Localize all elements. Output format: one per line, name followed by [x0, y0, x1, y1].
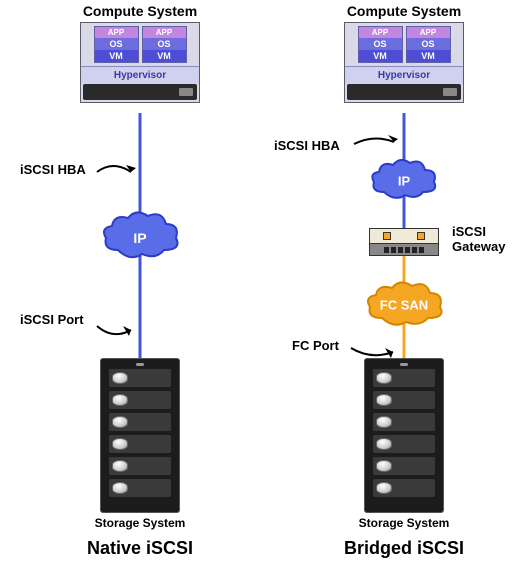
- native-title: Native iSCSI: [10, 538, 270, 559]
- hypervisor-label: Hypervisor: [345, 66, 463, 84]
- bridged-title: Bridged iSCSI: [274, 538, 530, 559]
- server-icon: [347, 84, 461, 100]
- fc-san-cloud: FC SAN: [362, 280, 446, 330]
- vm-stack: APP OS VM: [94, 26, 139, 63]
- compute-title: Compute System: [274, 3, 530, 19]
- vm-stack: APP OS VM: [406, 26, 451, 63]
- ip-cloud-label: IP: [398, 173, 410, 188]
- storage-title: Storage System: [10, 516, 270, 530]
- ip-cloud-label: IP: [133, 230, 146, 246]
- iscsi-port-label: iSCSI Port: [20, 312, 84, 327]
- storage-system: [364, 358, 444, 513]
- ip-cloud: IP: [98, 210, 182, 265]
- vm-stack: APP OS VM: [358, 26, 403, 63]
- arrow-icon: [95, 320, 139, 344]
- iscsi-gateway: [369, 228, 439, 256]
- fc-san-label: FC SAN: [380, 298, 428, 313]
- ip-cloud: IP: [367, 158, 441, 203]
- server-icon: [83, 84, 197, 100]
- fc-port-label: FC Port: [292, 338, 339, 353]
- hypervisor-label: Hypervisor: [81, 66, 199, 84]
- arrow-icon: [352, 130, 402, 154]
- arrow-icon: [95, 158, 139, 182]
- storage-system: [100, 358, 180, 513]
- compute-title: Compute System: [10, 3, 270, 19]
- compute-system: APP OS VM APP OS VM Hypervisor: [80, 22, 200, 103]
- compute-system: APP OS VM APP OS VM Hypervisor: [344, 22, 464, 103]
- iscsi-hba-label: iSCSI HBA: [274, 138, 340, 153]
- storage-title: Storage System: [274, 516, 530, 530]
- vm-stack: APP OS VM: [142, 26, 187, 63]
- gateway-label: iSCSI Gateway: [452, 224, 505, 254]
- iscsi-hba-label: iSCSI HBA: [20, 162, 86, 177]
